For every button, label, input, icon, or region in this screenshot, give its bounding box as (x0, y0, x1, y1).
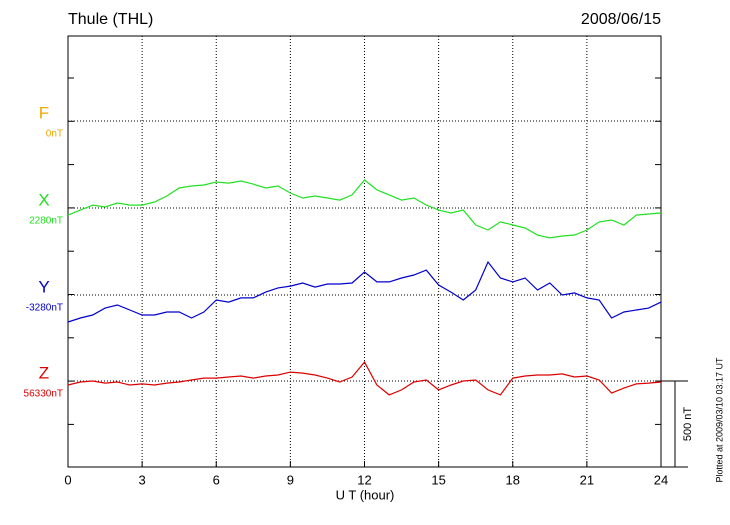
series-name: Y (38, 277, 49, 296)
x-tick-label: 0 (64, 472, 71, 487)
x-tick-label: 3 (139, 472, 146, 487)
series-name: F (39, 103, 49, 122)
chart-date: 2008/06/15 (581, 11, 661, 28)
series-line (67, 179, 662, 239)
baseline-label: 56330nT (24, 389, 63, 400)
x-tick-label: 24 (654, 472, 668, 487)
scale-bar-label: 500 nT (682, 407, 694, 442)
x-tick-label: 21 (580, 472, 594, 487)
x-tick-label: 15 (431, 472, 445, 487)
x-axis-label: U T (hour) (336, 487, 395, 502)
x-tick-label: 18 (506, 472, 520, 487)
footnote: Plotted at 2009/03/10 03:17 UT (714, 357, 724, 483)
x-tick-label: 12 (357, 472, 371, 487)
series-name: X (38, 190, 49, 209)
series-line (67, 260, 662, 323)
baseline-label: 0nT (46, 129, 63, 140)
series-name: Z (39, 363, 49, 382)
baseline-label: 2280nT (29, 216, 63, 227)
chart-title: Thule (THL) (68, 11, 153, 28)
x-tick-label: 6 (213, 472, 220, 487)
series-line (67, 361, 662, 396)
x-tick-label: 9 (287, 472, 294, 487)
baseline-label: -3280nT (26, 303, 63, 314)
